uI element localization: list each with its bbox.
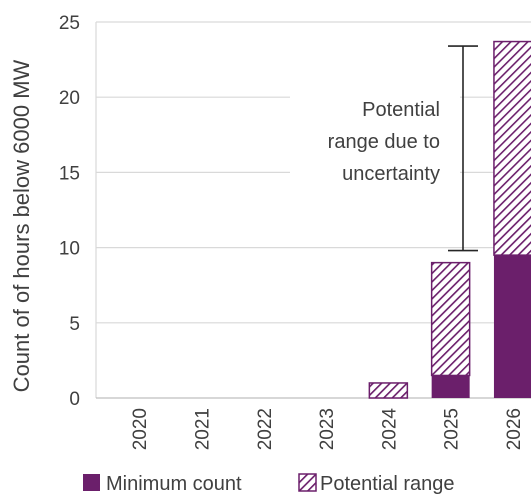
bar-minimum-count-2026 — [494, 255, 531, 398]
x-tick-label: 2022 — [255, 408, 276, 450]
y-tick-labels: 0 5 10 15 20 25 — [59, 13, 80, 410]
x-tick-label: 2024 — [379, 408, 400, 451]
legend: Minimum count Potential range — [83, 473, 455, 495]
y-tick-label: 5 — [69, 314, 80, 335]
bar-potential-range-2024 — [369, 383, 407, 398]
legend-label-minimum-count: Minimum count — [106, 473, 242, 495]
x-tick-label: 2021 — [192, 408, 213, 450]
annotation-line-2: range due to — [328, 131, 440, 153]
y-tick-label: 20 — [59, 88, 80, 109]
x-tick-labels: 2020 2021 2022 2023 2024 2025 2026 — [130, 408, 525, 451]
bar-potential-range-2026 — [494, 42, 531, 256]
x-tick-label: 2020 — [130, 408, 151, 450]
legend-swatch-minimum-count — [83, 474, 100, 491]
bar-minimum-count-2025 — [432, 375, 470, 398]
annotation-line-3: uncertainty — [342, 163, 440, 185]
x-tick-label: 2023 — [317, 408, 338, 450]
bar-potential-range-2025 — [432, 263, 470, 376]
legend-swatch-potential-range — [299, 474, 316, 491]
annotation-line-1: Potential — [362, 99, 440, 121]
y-tick-label: 0 — [69, 389, 80, 410]
annotation: Potential range due to uncertainty — [290, 46, 478, 251]
legend-label-potential-range: Potential range — [320, 473, 455, 495]
x-tick-label: 2026 — [504, 408, 525, 450]
y-tick-label: 10 — [59, 239, 80, 260]
x-tick-label: 2025 — [442, 408, 463, 450]
y-tick-label: 15 — [59, 163, 80, 184]
y-axis-label: Count of of hours below 6000 MW — [9, 59, 34, 392]
y-tick-label: 25 — [59, 13, 80, 34]
